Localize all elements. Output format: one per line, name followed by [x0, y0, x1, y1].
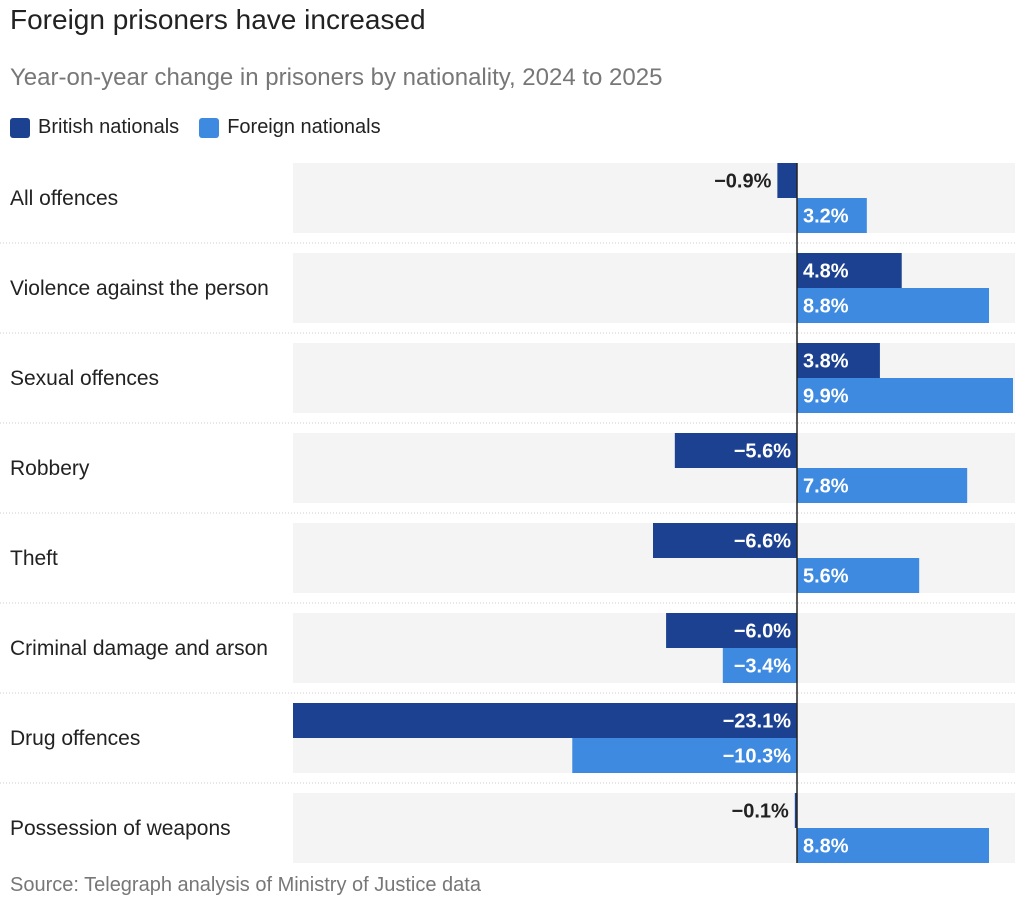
bar-foreign	[797, 468, 968, 503]
chart-title: Foreign prisoners have increased	[10, 4, 426, 35]
data-label: −0.1%	[732, 801, 789, 823]
data-label: 3.2%	[803, 206, 849, 228]
data-label: 8.8%	[803, 836, 849, 858]
data-label: −3.4%	[734, 656, 791, 678]
row-background	[293, 163, 1015, 233]
data-label: 7.8%	[803, 476, 849, 498]
category-label: Drug offences	[10, 727, 140, 750]
data-label: −0.9%	[714, 171, 771, 193]
chart-subtitle: Year-on-year change in prisoners by nati…	[10, 64, 663, 91]
category-label: Violence against the person	[10, 277, 269, 300]
data-label: 9.9%	[803, 386, 849, 408]
bar-foreign	[797, 288, 989, 323]
bar-foreign	[572, 738, 797, 773]
bar-foreign	[797, 558, 920, 593]
category-label: Possession of weapons	[10, 817, 231, 840]
category-label: Sexual offences	[10, 367, 159, 390]
legend-item-british: British nationals	[10, 116, 179, 139]
bar-british	[794, 793, 797, 828]
legend-label-foreign: Foreign nationals	[227, 116, 381, 138]
legend-swatch-british	[10, 117, 30, 138]
category-label: Theft	[10, 547, 58, 570]
legend-swatch-foreign	[199, 117, 220, 138]
bar-foreign	[797, 828, 989, 863]
data-label: −23.1%	[723, 711, 792, 733]
data-label: 4.8%	[803, 261, 849, 283]
bar-british	[293, 703, 797, 738]
data-label: −6.6%	[734, 531, 791, 553]
data-label: 3.8%	[803, 351, 849, 373]
category-label: Criminal damage and arson	[10, 637, 268, 660]
bar-foreign	[722, 648, 797, 683]
bar-british	[777, 163, 797, 198]
bar-british	[797, 343, 880, 378]
source-note: Source: Telegraph analysis of Ministry o…	[10, 874, 481, 896]
category-label: All offences	[10, 187, 118, 210]
bar-foreign	[797, 378, 1013, 413]
category-label: Robbery	[10, 457, 90, 480]
row-background	[293, 613, 1015, 683]
data-label: −5.6%	[734, 441, 791, 463]
bar-foreign	[797, 198, 867, 233]
data-label: 8.8%	[803, 296, 849, 318]
data-label: −10.3%	[723, 746, 792, 768]
data-label: −6.0%	[734, 621, 791, 643]
bar-british	[653, 523, 797, 558]
legend-label-british: British nationals	[38, 116, 180, 138]
data-label: 5.6%	[803, 566, 849, 588]
bar-british	[797, 253, 902, 288]
legend: British nationals Foreign nationals	[10, 116, 401, 139]
bar-british	[674, 433, 797, 468]
bar-british	[666, 613, 797, 648]
legend-item-foreign: Foreign nationals	[199, 116, 381, 139]
